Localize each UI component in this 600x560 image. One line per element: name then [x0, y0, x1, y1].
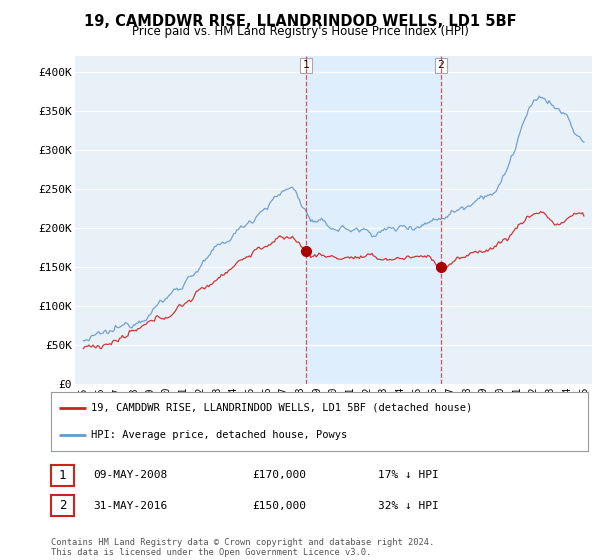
Text: 1: 1: [303, 60, 310, 71]
Text: 17% ↓ HPI: 17% ↓ HPI: [378, 470, 439, 480]
Bar: [306, 56, 441, 384]
Text: 19, CAMDDWR RISE, LLANDRINDOD WELLS, LD1 5BF: 19, CAMDDWR RISE, LLANDRINDOD WELLS, LD1…: [83, 14, 517, 29]
Text: 19, CAMDDWR RISE, LLANDRINDOD WELLS, LD1 5BF (detached house): 19, CAMDDWR RISE, LLANDRINDOD WELLS, LD1…: [91, 403, 473, 413]
Text: 1: 1: [59, 469, 66, 482]
Text: 2: 2: [59, 499, 66, 512]
Text: £150,000: £150,000: [252, 501, 306, 511]
Text: Price paid vs. HM Land Registry's House Price Index (HPI): Price paid vs. HM Land Registry's House …: [131, 25, 469, 38]
Text: 09-MAY-2008: 09-MAY-2008: [93, 470, 167, 480]
Text: 2: 2: [437, 60, 444, 71]
Text: Contains HM Land Registry data © Crown copyright and database right 2024.
This d: Contains HM Land Registry data © Crown c…: [51, 538, 434, 557]
Text: 31-MAY-2016: 31-MAY-2016: [93, 501, 167, 511]
Text: 32% ↓ HPI: 32% ↓ HPI: [378, 501, 439, 511]
Text: HPI: Average price, detached house, Powys: HPI: Average price, detached house, Powy…: [91, 430, 347, 440]
Text: £170,000: £170,000: [252, 470, 306, 480]
